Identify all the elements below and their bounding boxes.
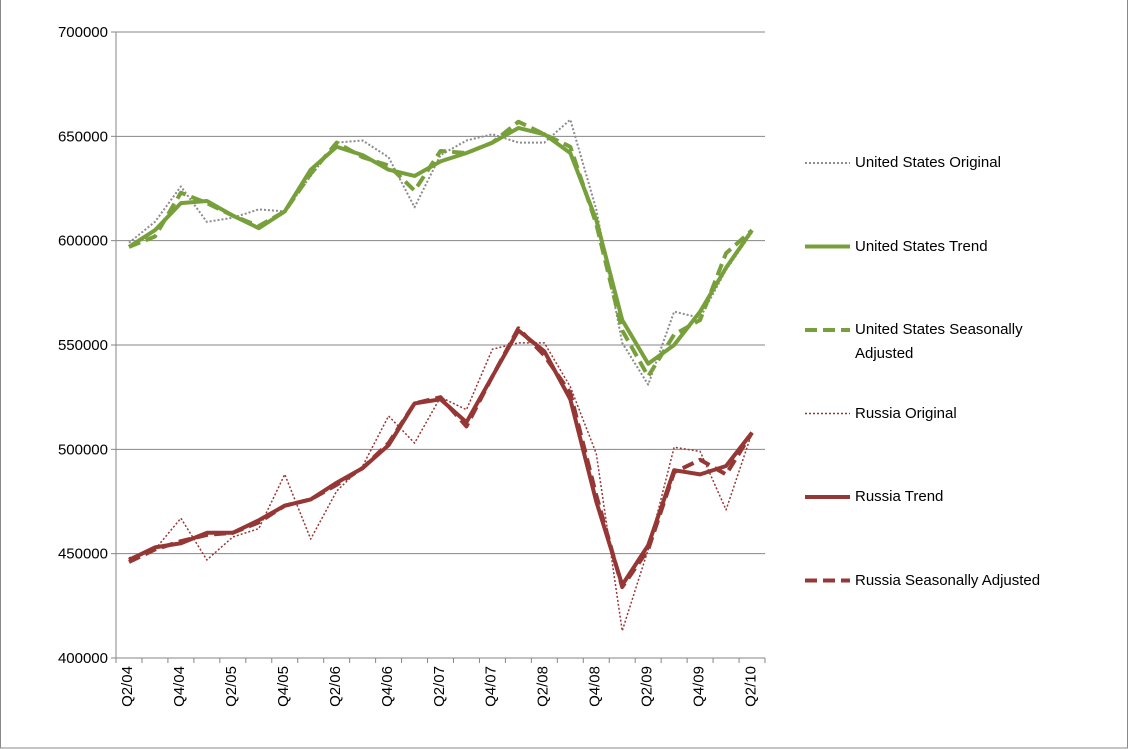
x-tick-label: Q2/04 [119,666,136,707]
x-tick-label: Q2/07 [431,666,448,707]
legend-label: Russia Seasonally Adjusted [855,571,1041,589]
x-tick-label: Q4/05 [275,666,292,707]
series-line [127,125,754,366]
y-tick-label: 700000 [58,24,108,41]
y-tick-label: 550000 [58,337,108,354]
x-tick-label: Q4/09 [690,666,707,707]
x-tick-label: Q4/04 [171,666,188,707]
y-tick-label: 450000 [58,546,108,563]
series-line [128,118,753,386]
x-tick-label: Q2/10 [742,666,759,707]
legend-label: United States Seasonally Adjusted [855,321,1023,362]
legend-label: Russia Original [855,404,957,422]
legend-label: United States Original [855,154,1001,171]
y-tick-label: 500000 [58,441,108,458]
series-line [128,326,754,590]
series-line [128,342,753,632]
x-tick-label: Q2/08 [535,666,552,707]
legend-label: United States Trend [855,237,988,255]
legend-label: Russia Trend [855,488,944,505]
x-tick-label: Q4/08 [587,666,604,707]
series-line [128,119,754,379]
x-tick-label: Q2/06 [327,666,344,707]
x-tick-label: Q4/07 [483,666,500,707]
x-tick-label: Q2/05 [223,666,240,707]
y-tick-label: 650000 [58,128,108,145]
y-tick-label: 400000 [58,650,108,667]
y-tick-label: 600000 [58,233,108,250]
x-tick-label: Q4/06 [379,666,396,707]
x-tick-label: Q2/09 [638,666,655,707]
